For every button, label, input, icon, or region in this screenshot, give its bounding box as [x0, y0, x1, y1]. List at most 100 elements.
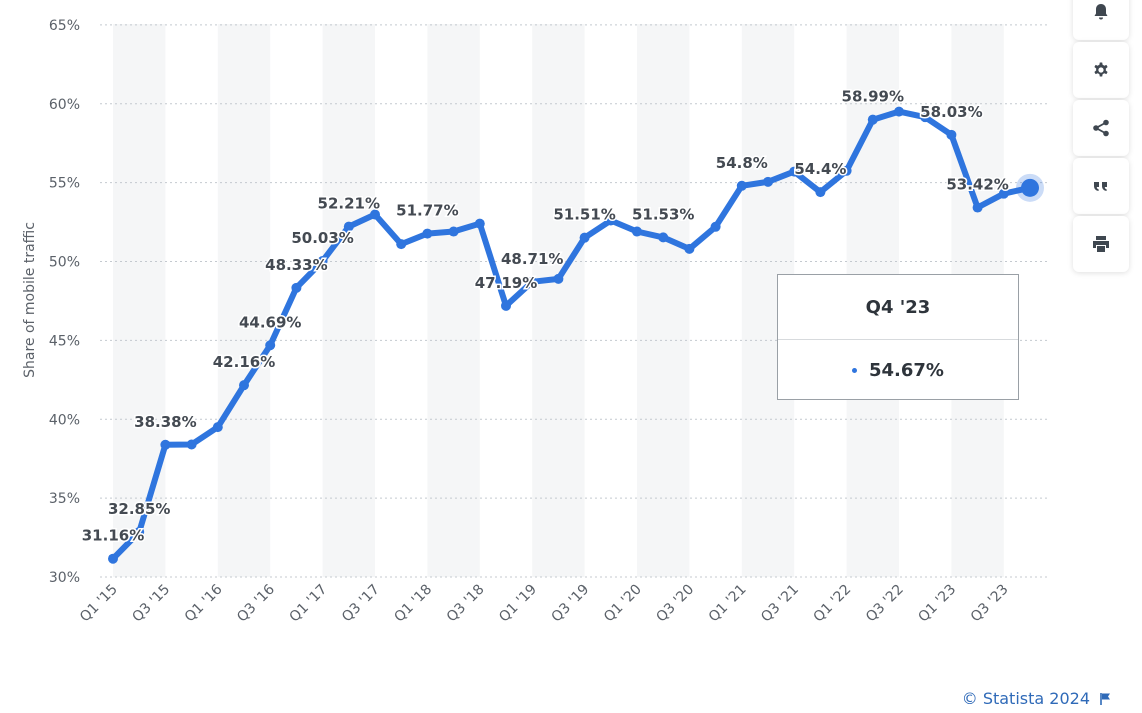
data-label: 53.42% [946, 176, 1008, 194]
data-point[interactable] [160, 439, 171, 450]
background-band [427, 24, 480, 577]
background-band [217, 24, 271, 577]
data-label: 42.16% [213, 353, 275, 371]
data-point[interactable] [579, 232, 590, 243]
background-band [532, 24, 585, 577]
x-tick-label: Q3 '23 [968, 582, 1012, 626]
credit-text[interactable]: © Statista 2024 [961, 689, 1090, 708]
data-label: 52.21% [318, 195, 380, 213]
data-label: 58.03% [920, 103, 982, 121]
data-label: 44.69% [239, 313, 301, 331]
data-point[interactable] [632, 226, 642, 237]
x-tick-label: Q1 '23 [915, 582, 959, 626]
source-credit[interactable]: © Statista 2024 [962, 689, 1112, 708]
share-button[interactable] [1073, 100, 1129, 156]
data-point[interactable] [658, 232, 669, 243]
data-point[interactable] [527, 276, 538, 287]
x-axis-ticks: Q1 '15 Q3 '15 Q1 '16 Q3 '16 Q1 '17 Q3 '17 Q1 '… [77, 581, 1012, 625]
highlighted-point[interactable] [1016, 173, 1044, 202]
data-point[interactable] [134, 527, 145, 538]
data-point[interactable] [422, 228, 433, 239]
background-band [113, 24, 166, 577]
flag-icon[interactable] [1100, 692, 1112, 706]
y-tick-label: 60% [49, 97, 80, 113]
x-tick-label: Q3 '20 [653, 582, 697, 626]
y-tick-label: 45% [49, 333, 80, 349]
data-point[interactable] [920, 112, 931, 123]
data-label: 58.99% [842, 88, 904, 106]
tooltip-title: Q4 '23 [778, 275, 1018, 340]
data-label: 32.85% [108, 500, 170, 518]
data-point[interactable] [972, 202, 983, 213]
tooltip: Q4 '23 54.67% [777, 274, 1019, 400]
x-tick-label: Q3 '21 [758, 582, 802, 626]
data-point[interactable] [789, 166, 800, 177]
data-label: 47.19% [475, 274, 537, 292]
data-point[interactable] [763, 176, 773, 187]
x-tick-label: Q1 '18 [391, 582, 435, 626]
y-tick-label: 55% [49, 176, 80, 192]
quote-icon [1094, 182, 1107, 191]
x-tick-label: Q1 '16 [182, 581, 226, 625]
data-label: 51.53% [632, 205, 694, 223]
data-point[interactable] [212, 422, 223, 433]
data-point[interactable] [710, 221, 721, 232]
data-point[interactable] [370, 209, 380, 220]
print-button[interactable] [1073, 216, 1129, 272]
data-point[interactable] [317, 256, 328, 267]
data-label: 54.8% [716, 154, 768, 172]
settings-button[interactable] [1073, 42, 1129, 98]
data-point[interactable] [841, 165, 852, 176]
data-point[interactable] [736, 180, 747, 191]
bell-button[interactable] [1073, 0, 1129, 40]
background-band [637, 24, 690, 577]
data-point[interactable] [894, 106, 904, 117]
x-tick-label: Q1 '19 [496, 582, 540, 626]
x-tick-label: Q3 '17 [339, 582, 383, 626]
chart-toolbar [1073, 0, 1131, 274]
data-point[interactable] [108, 553, 118, 564]
x-tick-label: Q3 '16 [234, 581, 278, 625]
x-tick-label: Q1 '15 [77, 582, 121, 626]
background-band [322, 24, 375, 577]
data-point[interactable] [684, 243, 695, 254]
data-label: 50.03% [291, 229, 353, 247]
data-point[interactable] [239, 380, 249, 391]
data-point[interactable] [605, 215, 616, 226]
data-point[interactable] [343, 221, 354, 232]
data-point[interactable] [998, 188, 1009, 199]
data-label: 51.77% [396, 202, 458, 220]
y-tick-label: 35% [49, 491, 80, 507]
data-point[interactable] [291, 282, 302, 293]
data-label: 51.51% [553, 206, 615, 224]
data-point[interactable] [553, 273, 564, 284]
data-point[interactable] [815, 187, 826, 198]
data-point[interactable] [946, 129, 957, 140]
data-point[interactable] [501, 300, 511, 311]
tooltip-value: 54.67% [869, 359, 944, 381]
data-label: 38.38% [134, 413, 196, 431]
x-tick-label: Q3 '19 [549, 582, 593, 626]
data-point[interactable] [474, 218, 485, 229]
data-point[interactable] [396, 239, 407, 250]
data-label: 31.16% [82, 527, 144, 545]
cite-button[interactable] [1073, 158, 1129, 214]
x-tick-label: Q3 '18 [444, 582, 488, 626]
series-points [108, 106, 1009, 564]
data-point[interactable] [448, 226, 459, 237]
data-label: 48.71% [501, 250, 563, 268]
y-tick-label: 65% [49, 18, 80, 34]
gear-icon [1094, 62, 1108, 77]
x-tick-label: Q3 '15 [129, 582, 173, 626]
y-axis-label: Share of mobile traffic [22, 222, 38, 378]
tooltip-bullet-icon [852, 367, 857, 373]
data-point[interactable] [265, 340, 276, 351]
highlight-point[interactable] [1021, 178, 1039, 197]
data-labels: 31.16% 32.85% 38.38% 42.16% 44.69% 48.33% 50.0… [80, 86, 1010, 546]
data-point[interactable] [867, 114, 878, 125]
tooltip-body: 54.67% [778, 340, 1018, 400]
share-icon [1093, 119, 1109, 137]
y-tick-label: 50% [49, 255, 80, 271]
x-tick-label: Q1 '22 [811, 582, 855, 626]
data-point[interactable] [186, 439, 197, 450]
